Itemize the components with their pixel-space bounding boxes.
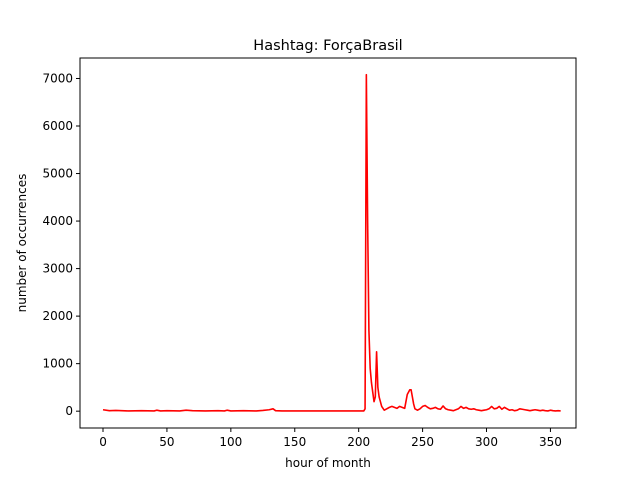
y-tick-label: 6000 [42, 119, 73, 133]
x-tick-label: 300 [475, 435, 498, 449]
plot-background [80, 58, 576, 428]
y-tick-label: 1000 [42, 357, 73, 371]
y-tick-label: 4000 [42, 214, 73, 228]
x-tick-label: 150 [283, 435, 306, 449]
x-tick-label: 350 [539, 435, 562, 449]
x-tick-label: 200 [347, 435, 370, 449]
x-tick-label: 250 [411, 435, 434, 449]
y-tick-label: 0 [65, 404, 73, 418]
chart-title: Hashtag: ForçaBrasil [253, 38, 402, 54]
series-layer [102, 73, 561, 412]
y-tick-label: 7000 [42, 71, 73, 85]
x-tick-label: 50 [159, 435, 174, 449]
y-axis-ticks: 0 1000 2000 3000 4000 5000 6000 7000 [42, 71, 80, 418]
y-axis-title: number of occurrences [15, 174, 29, 313]
x-tick-label: 100 [219, 435, 242, 449]
y-tick-label: 2000 [42, 309, 73, 323]
y-tick-label: 3000 [42, 262, 73, 276]
plot-frame [79, 57, 577, 429]
x-tick-label: 0 [99, 435, 107, 449]
series-line [102, 73, 561, 412]
y-tick-label: 5000 [42, 167, 73, 181]
x-axis-title: hour of month [285, 456, 371, 470]
x-axis-ticks: 0 50 100 150 200 250 300 350 [99, 428, 562, 449]
